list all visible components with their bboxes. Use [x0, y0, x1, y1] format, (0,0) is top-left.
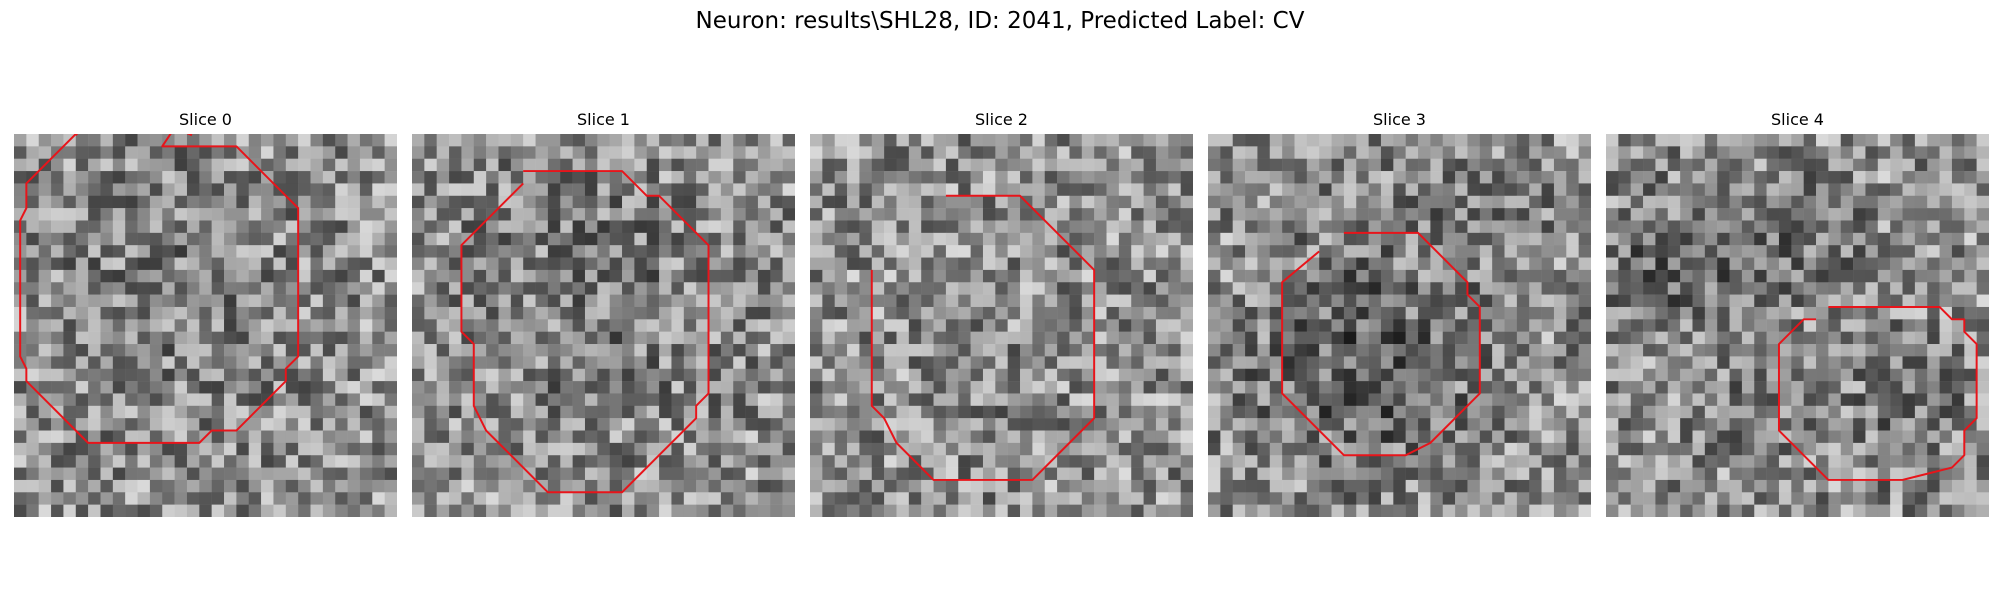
slice-image-3 — [1208, 134, 1591, 517]
slice-contour — [870, 194, 1096, 481]
slice-image-4 — [1606, 134, 1989, 517]
slice-pixel-grid — [810, 134, 1193, 517]
figure-title: Neuron: results\SHL28, ID: 2041, Predict… — [695, 8, 1305, 34]
slice-image-0 — [14, 134, 397, 517]
slice-title: Slice 1 — [577, 110, 630, 129]
slice-image-2 — [810, 134, 1193, 517]
slice-panel-4: Slice 4 — [1606, 110, 1989, 517]
slice-pixel-grid — [1606, 134, 1989, 517]
slice-panel-0: Slice 0 — [14, 110, 397, 517]
slice-title: Slice 2 — [975, 110, 1028, 129]
slice-panel-1: Slice 1 — [412, 110, 795, 517]
slice-title: Slice 3 — [1373, 110, 1426, 129]
slice-title: Slice 0 — [179, 110, 232, 129]
slice-contour — [19, 134, 300, 444]
slice-contour — [460, 170, 710, 494]
slice-pixel-grid — [1208, 134, 1591, 517]
slice-pixel-grid — [412, 134, 795, 517]
slice-panel-3: Slice 3 — [1208, 110, 1591, 517]
slice-image-1 — [412, 134, 795, 517]
slice-pixel-grid — [14, 134, 397, 517]
slice-contour — [1281, 231, 1481, 457]
slice-panel-2: Slice 2 — [810, 110, 1193, 517]
slice-contour — [1777, 305, 1978, 481]
slice-title: Slice 4 — [1771, 110, 1824, 129]
